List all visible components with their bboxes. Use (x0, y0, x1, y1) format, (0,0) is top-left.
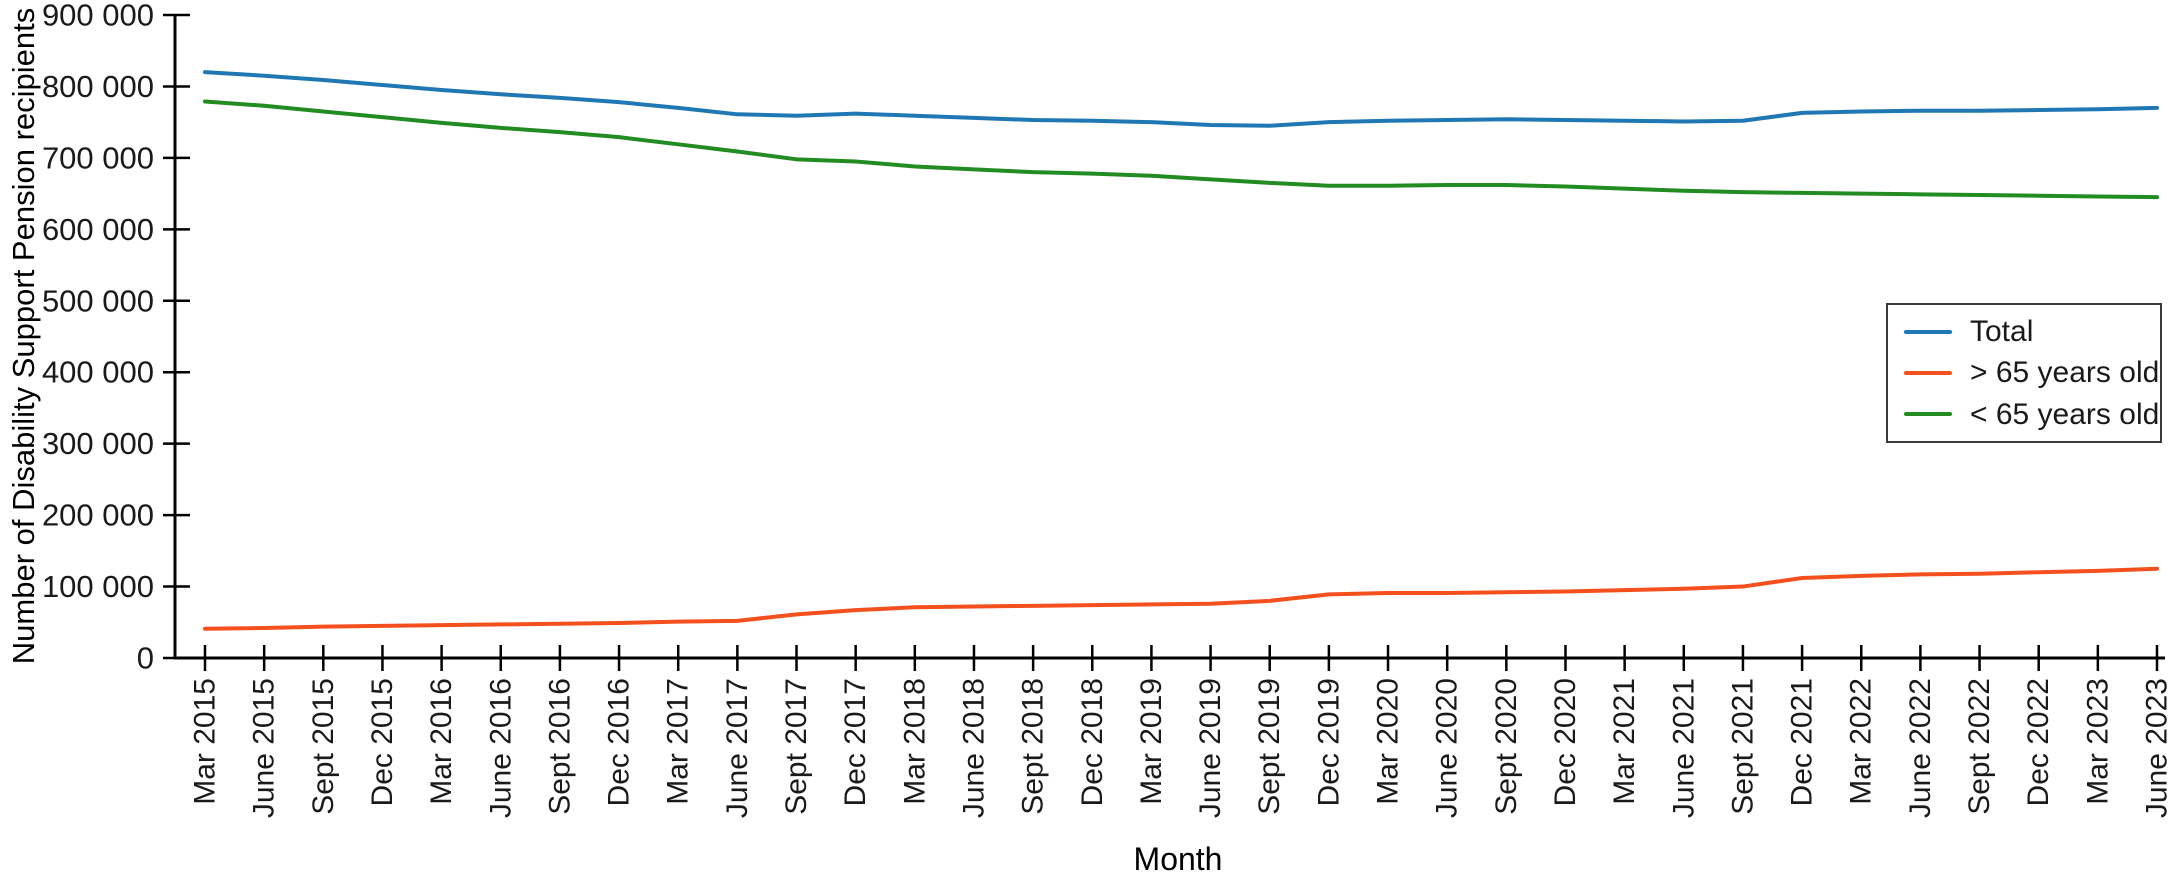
x-tick-label: Dec 2016 (603, 678, 636, 806)
over-65-line-swatch (1904, 370, 1952, 375)
y-tick-label: 900 000 (42, 0, 154, 33)
chart-legend: Total > 65 years old < 65 years old (1886, 303, 2162, 443)
x-tick-label: Mar 2016 (425, 678, 458, 805)
total-line-swatch (1904, 329, 1952, 334)
x-tick-label: Mar 2021 (1608, 678, 1641, 805)
under-65-line-swatch (1904, 412, 1952, 417)
x-tick-label: Sept 2021 (1726, 678, 1759, 815)
x-tick-label: June 2021 (1667, 678, 1700, 818)
x-tick-label: Dec 2022 (2022, 678, 2055, 806)
legend-item-total: Total (1888, 315, 2160, 348)
y-tick-label: 700 000 (42, 140, 154, 175)
y-tick-label: 500 000 (42, 283, 154, 318)
y-tick-label: 600 000 (42, 212, 154, 247)
series-line-65-years-old (203, 566, 2159, 631)
x-tick-label: June 2019 (1194, 678, 1227, 818)
x-tick-label: Mar 2020 (1372, 678, 1405, 805)
y-axis-title: Number of Disability Support Pension rec… (6, 8, 41, 664)
x-tick-label: Dec 2020 (1549, 678, 1582, 806)
x-tick-label: Dec 2018 (1076, 678, 1109, 806)
x-tick-label: Sept 2018 (1017, 678, 1050, 815)
x-tick-label: Sept 2016 (543, 678, 576, 815)
x-tick-label: Sept 2019 (1253, 678, 1286, 815)
x-tick-label: Mar 2015 (189, 678, 222, 805)
x-tick-label: June 2022 (1904, 678, 1937, 818)
legend-label-total: Total (1970, 315, 2034, 349)
x-tick-label: Sept 2020 (1490, 678, 1523, 815)
series-line-65-years-old (203, 99, 2159, 200)
y-tick-label: 800 000 (42, 69, 154, 104)
y-tick-label: 0 (137, 641, 154, 676)
x-tick-label: Mar 2023 (2081, 678, 2114, 805)
x-tick-label: Dec 2019 (1312, 678, 1345, 806)
y-tick-label: 300 000 (42, 426, 154, 461)
x-tick-label: Mar 2019 (1135, 678, 1168, 805)
x-tick-label: Sept 2022 (1963, 678, 1996, 815)
y-tick-label: 100 000 (42, 569, 154, 604)
plot-area: 0 100 000 200 000 300 000 400 000 500 000 600 … (42, 0, 2171, 818)
y-tick-label: 200 000 (42, 498, 154, 533)
x-tick-label: Dec 2021 (1786, 678, 1819, 806)
legend-item-under-65: < 65 years old (1888, 398, 2160, 431)
x-tick-label: June 2020 (1431, 678, 1464, 818)
x-tick-label: Dec 2017 (839, 678, 872, 806)
x-tick-label: Mar 2018 (898, 678, 931, 805)
x-tick-label: June 2017 (721, 678, 754, 818)
x-tick-label: June 2023 (2141, 678, 2171, 818)
x-axis-title: Month (1134, 841, 1223, 877)
series-line-total (203, 70, 2159, 128)
legend-label-over-65: > 65 years old (1970, 356, 2160, 390)
legend-label-under-65: < 65 years old (1970, 397, 2160, 431)
x-tick-label: Sept 2015 (307, 678, 340, 815)
y-tick-label: 400 000 (42, 355, 154, 390)
x-tick-label: Mar 2017 (662, 678, 695, 805)
x-tick-label: June 2018 (957, 678, 990, 818)
x-tick-label: Sept 2017 (780, 678, 813, 815)
x-tick-label: June 2016 (484, 678, 517, 818)
x-tick-label: Dec 2015 (366, 678, 399, 806)
x-tick-label: June 2015 (248, 678, 281, 818)
x-tick-label: Mar 2022 (1845, 678, 1878, 805)
legend-item-over-65: > 65 years old (1888, 356, 2160, 389)
